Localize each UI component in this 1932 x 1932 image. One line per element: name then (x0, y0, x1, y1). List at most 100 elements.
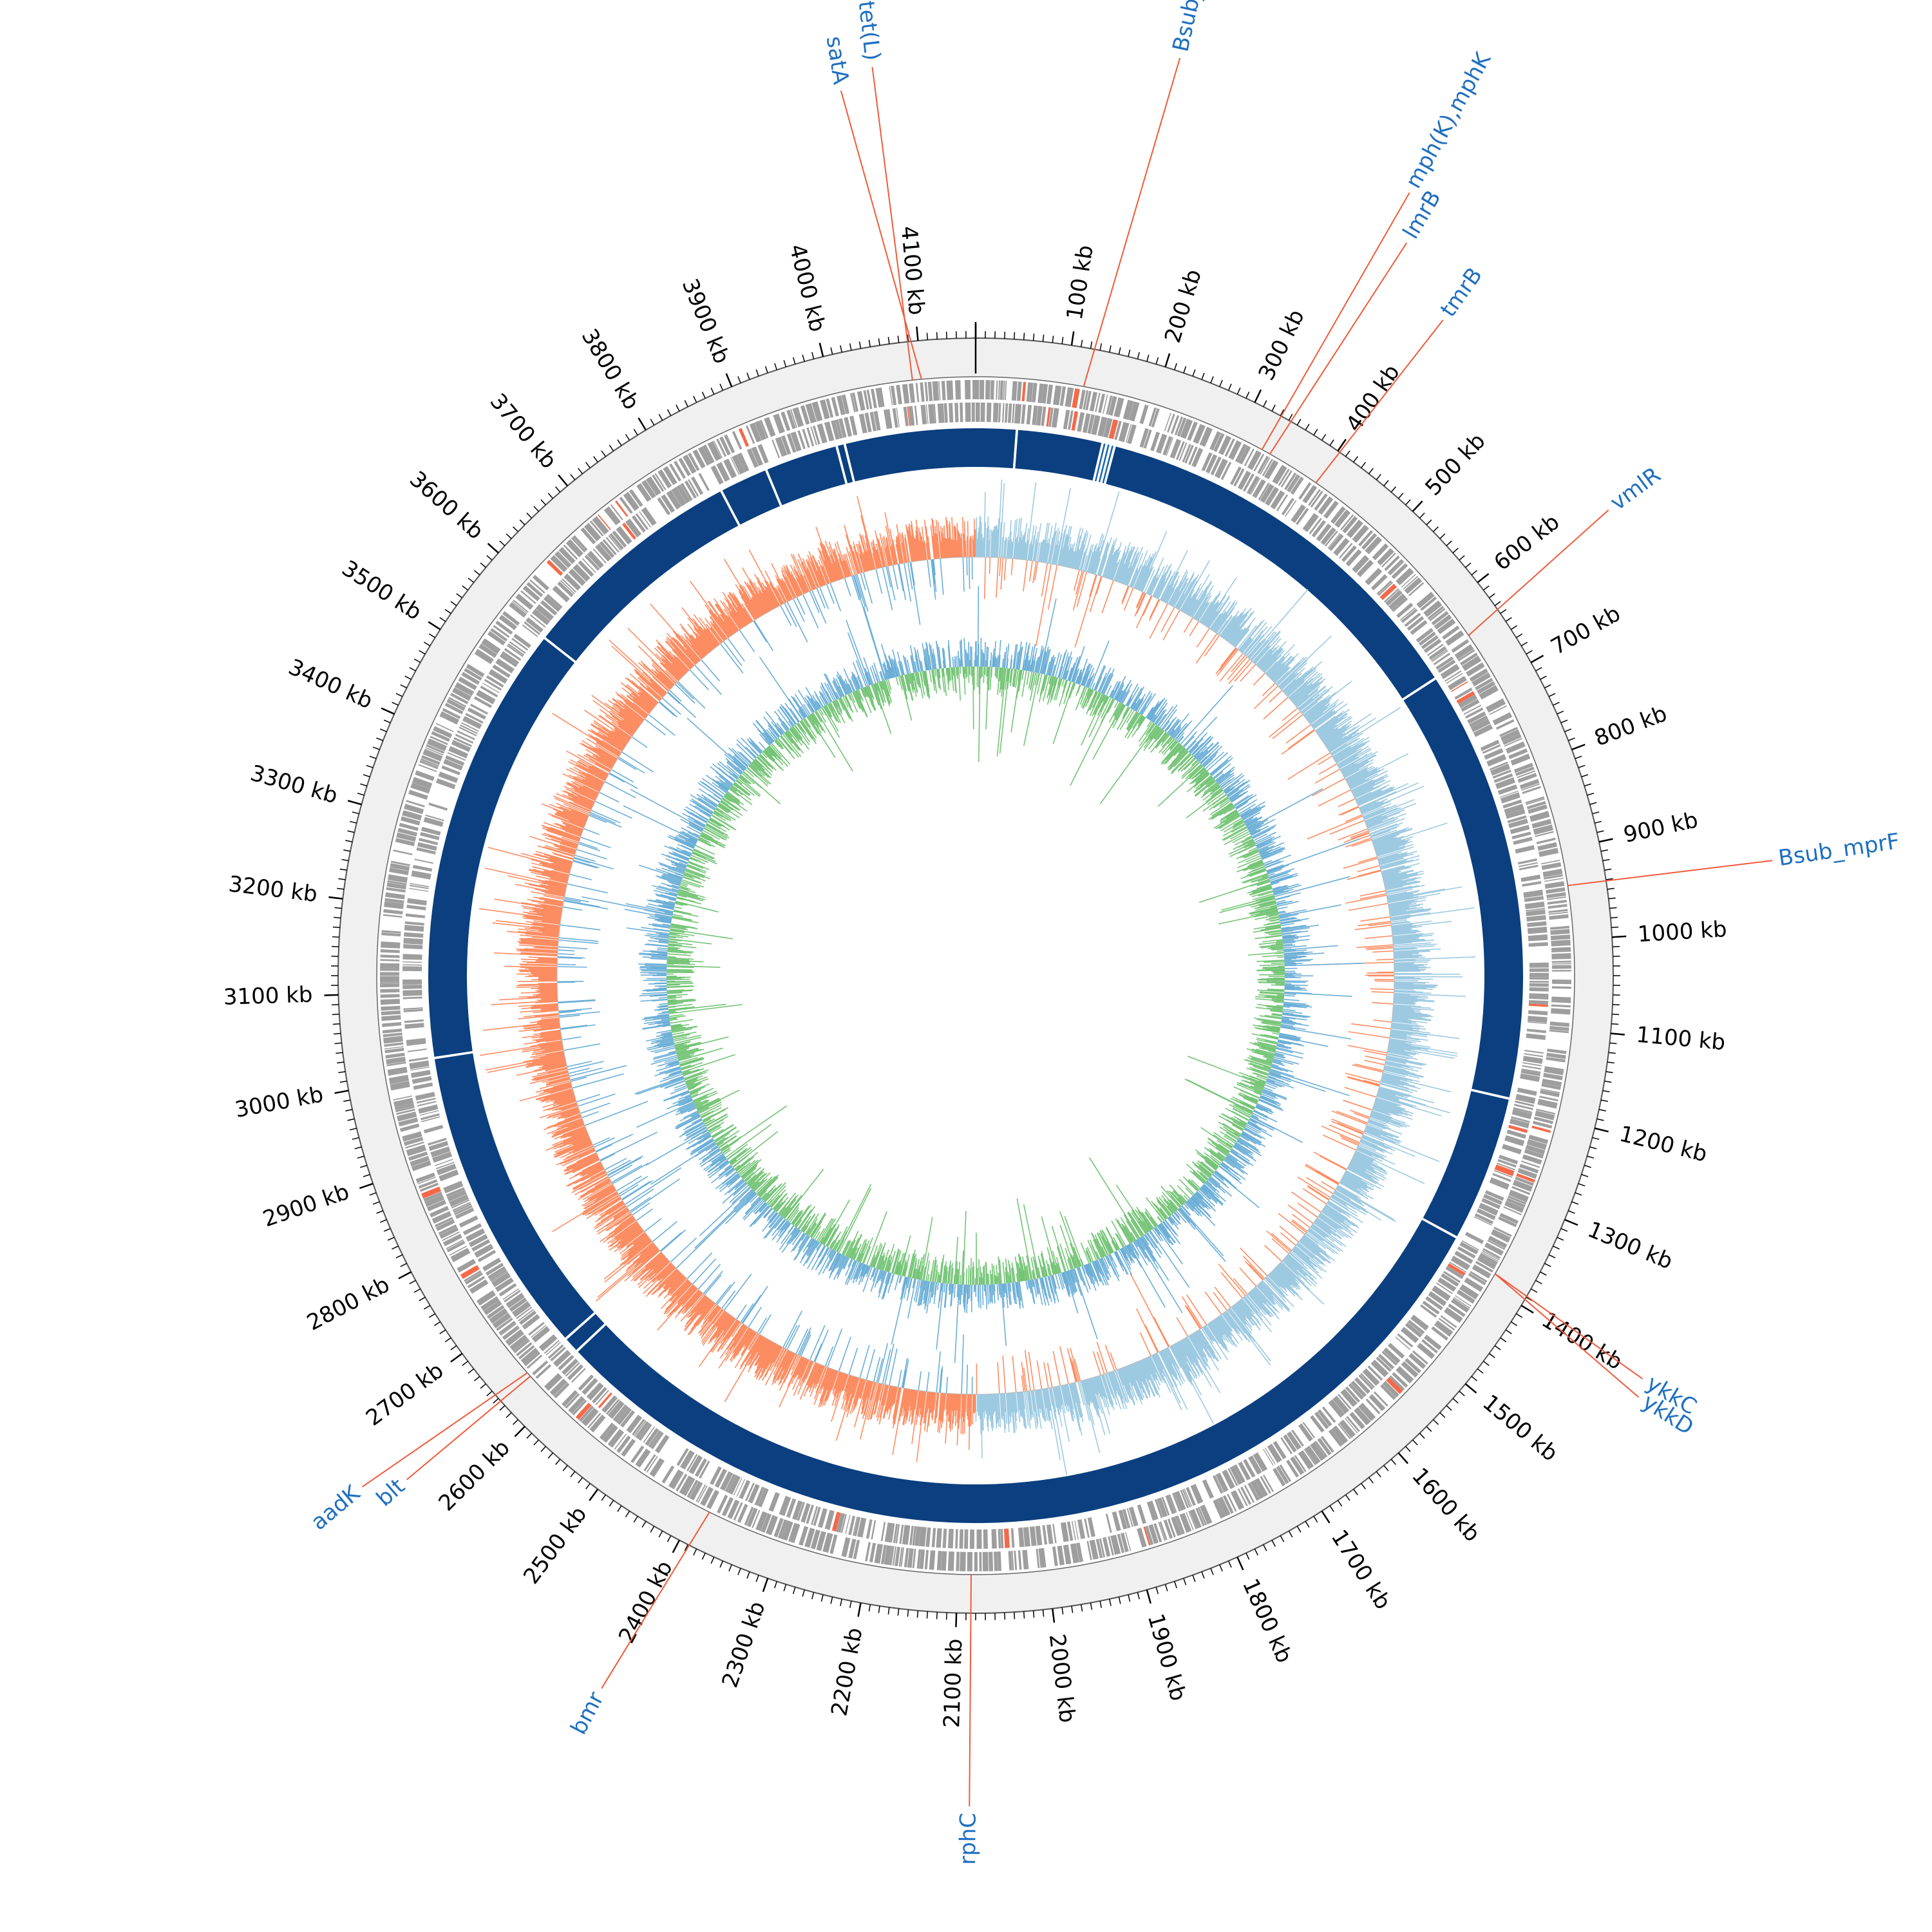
gc-skew-bar (1169, 581, 1182, 605)
gc-skew-bar (1382, 870, 1414, 879)
cds-feature (419, 760, 439, 770)
cds-feature (634, 1420, 647, 1437)
cds-feature (896, 408, 900, 428)
gc-skew-bar (1393, 1005, 1432, 1009)
gc-skew-bar (753, 620, 774, 651)
gc-skew-bar (1348, 1031, 1390, 1039)
cds-feature (945, 1528, 947, 1548)
minor-tick (1471, 570, 1478, 576)
gc-skew-bar (1345, 1172, 1367, 1185)
cds-feature (402, 966, 422, 972)
minor-tick (1353, 1488, 1358, 1495)
cds-feature (421, 1116, 440, 1122)
cds-feature (488, 1266, 506, 1280)
gc-skew-bar (1383, 1070, 1406, 1077)
gc-skew-bar (1328, 735, 1352, 752)
cds-feature (858, 413, 867, 434)
minor-tick (395, 693, 403, 697)
gc-skew-bar (1153, 1316, 1170, 1347)
minor-tick (783, 360, 787, 368)
cds-feature (1151, 408, 1160, 428)
cds-feature (1387, 559, 1404, 574)
cds-feature (1280, 1437, 1293, 1455)
gc-skew-bar (1394, 952, 1419, 956)
cds-feature (1529, 977, 1549, 980)
cds-feature (410, 883, 430, 887)
gc-skew-bar (569, 873, 592, 880)
cds-feature (773, 413, 785, 434)
gc-skew-bar (1374, 1101, 1414, 1114)
cds-feature (404, 921, 424, 926)
cds-feature (1302, 513, 1319, 533)
cds-feature (1361, 533, 1378, 550)
cds-feature (1492, 1173, 1511, 1182)
cds-feature (1527, 926, 1548, 934)
cds-feature (1349, 1412, 1365, 1430)
cds-feature (1323, 500, 1339, 519)
gc-skew-bar (995, 529, 998, 558)
minor-tick (506, 1412, 512, 1418)
gc-skew-bar (1010, 558, 1014, 576)
cds-feature (1454, 1251, 1473, 1264)
gc-skew-bar (1394, 965, 1419, 968)
cds-feature (1189, 1509, 1202, 1530)
gc-skew-bar (1387, 889, 1420, 898)
gc-skew-bar (1299, 1240, 1325, 1262)
gc-skew-bar (1312, 1224, 1329, 1237)
cds-feature (1551, 996, 1571, 1003)
minor-tick (336, 1052, 343, 1054)
cds-feature (689, 1481, 703, 1501)
gc-skew-bar (1104, 1345, 1115, 1371)
gc-skew-bar (1379, 859, 1408, 868)
cds-feature (1238, 445, 1251, 465)
gc-skew-bar (1255, 649, 1271, 665)
gc-skew-track (478, 479, 1476, 1475)
gc-skew-bar (1392, 1019, 1412, 1023)
gc-skew-bar (1316, 717, 1339, 734)
gc-skew-bar (1354, 1153, 1372, 1164)
cds-feature (1014, 1550, 1018, 1570)
cds-feature (1280, 470, 1293, 488)
minor-tick (658, 1530, 663, 1538)
cds-feature (1139, 404, 1149, 424)
cds-feature (1010, 1528, 1015, 1548)
cds-feature (738, 428, 750, 447)
cds-feature (1089, 1539, 1099, 1560)
minor-tick (533, 506, 539, 512)
gc-skew-bar (1323, 723, 1352, 743)
cds-feature (694, 1458, 707, 1477)
cds-feature (1529, 993, 1549, 1000)
gc-skew-bar (1381, 866, 1412, 875)
cds-feature (1451, 639, 1470, 653)
cds-feature (757, 1488, 769, 1508)
minor-tick (1183, 1578, 1187, 1586)
cds-feature (1220, 461, 1232, 480)
gc-skew-bar (1201, 603, 1215, 624)
minor-tick (1605, 878, 1613, 880)
gc-skew-bar (564, 1043, 601, 1051)
cds-feature (1186, 1486, 1197, 1506)
gc-skew-bar (1024, 528, 1030, 560)
gc-skew-bar (945, 1376, 949, 1394)
minor-tick (585, 462, 591, 469)
cds-feature (1298, 482, 1312, 500)
gc-skew-bar (1356, 1148, 1379, 1159)
gc-skew-bar (1204, 577, 1237, 626)
gc-skew-bar (1061, 535, 1070, 567)
cds-feature (405, 1141, 424, 1149)
cds-feature (614, 1406, 630, 1423)
cds-feature (1272, 464, 1287, 485)
minor-tick (1500, 1337, 1507, 1343)
gc-skew-bar (1325, 1205, 1359, 1229)
gc-skew-bar (1347, 870, 1381, 880)
cds-feature (1085, 390, 1092, 411)
gc-skew-bar (1362, 1135, 1385, 1146)
cds-feature (1184, 1488, 1193, 1507)
cds-feature (1406, 1358, 1422, 1372)
minor-tick (1280, 409, 1285, 416)
gc-skew-bar (1308, 1229, 1324, 1242)
cds-feature (652, 474, 665, 492)
gc-skew-bar (1329, 732, 1359, 752)
cds-feature (1333, 538, 1350, 556)
gc-skew-bar (1325, 732, 1345, 746)
